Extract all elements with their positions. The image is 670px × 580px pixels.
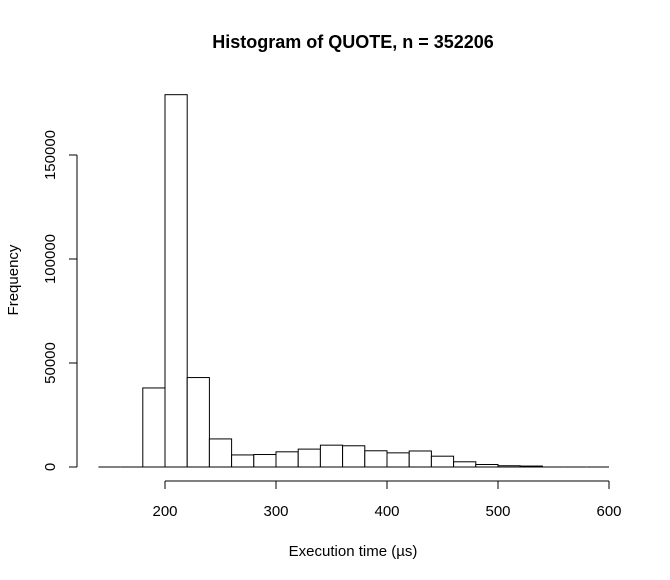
bar-340-360 xyxy=(319,444,344,468)
bar-280-300 xyxy=(253,454,277,468)
y-tick-label-150000: 150000 xyxy=(42,130,59,180)
x-axis: 200 300 400 500 600 xyxy=(152,480,622,520)
bar-500-520 xyxy=(497,465,521,468)
y-tick-label-0: 0 xyxy=(42,463,59,471)
x-tick-label-200: 200 xyxy=(152,503,177,520)
x-tick-label-500: 500 xyxy=(485,503,510,520)
x-axis-label: Execution time (µs) xyxy=(289,543,418,560)
y-axis: 0 50000 100000 150000 xyxy=(42,130,78,471)
bar-460-480 xyxy=(453,461,477,468)
bar-320-340 xyxy=(297,448,321,468)
bar-240-260 xyxy=(208,438,233,468)
bar-200-220 xyxy=(164,94,188,468)
x-tick-label-400: 400 xyxy=(374,503,399,520)
bar-520-540 xyxy=(519,465,543,468)
x-tick-label-300: 300 xyxy=(263,503,288,520)
y-tick-label-50000: 50000 xyxy=(42,342,59,384)
histogram-bars xyxy=(98,94,609,468)
y-axis-label: Frequency xyxy=(5,244,22,315)
bar-380-400 xyxy=(364,450,388,468)
bar-180-200 xyxy=(142,387,166,468)
bar-360-380 xyxy=(342,445,366,468)
bar-400-420 xyxy=(386,452,410,468)
x-tick-label-600: 600 xyxy=(596,503,621,520)
bar-480-500 xyxy=(475,464,499,468)
chart-title: Histogram of QUOTE, n = 352206 xyxy=(212,32,494,52)
y-tick-label-100000: 100000 xyxy=(42,234,59,284)
bar-420-440 xyxy=(408,450,432,468)
bar-220-240 xyxy=(186,377,210,468)
bar-300-320 xyxy=(275,451,299,468)
bar-440-460 xyxy=(430,455,455,468)
bar-260-280 xyxy=(231,454,255,468)
